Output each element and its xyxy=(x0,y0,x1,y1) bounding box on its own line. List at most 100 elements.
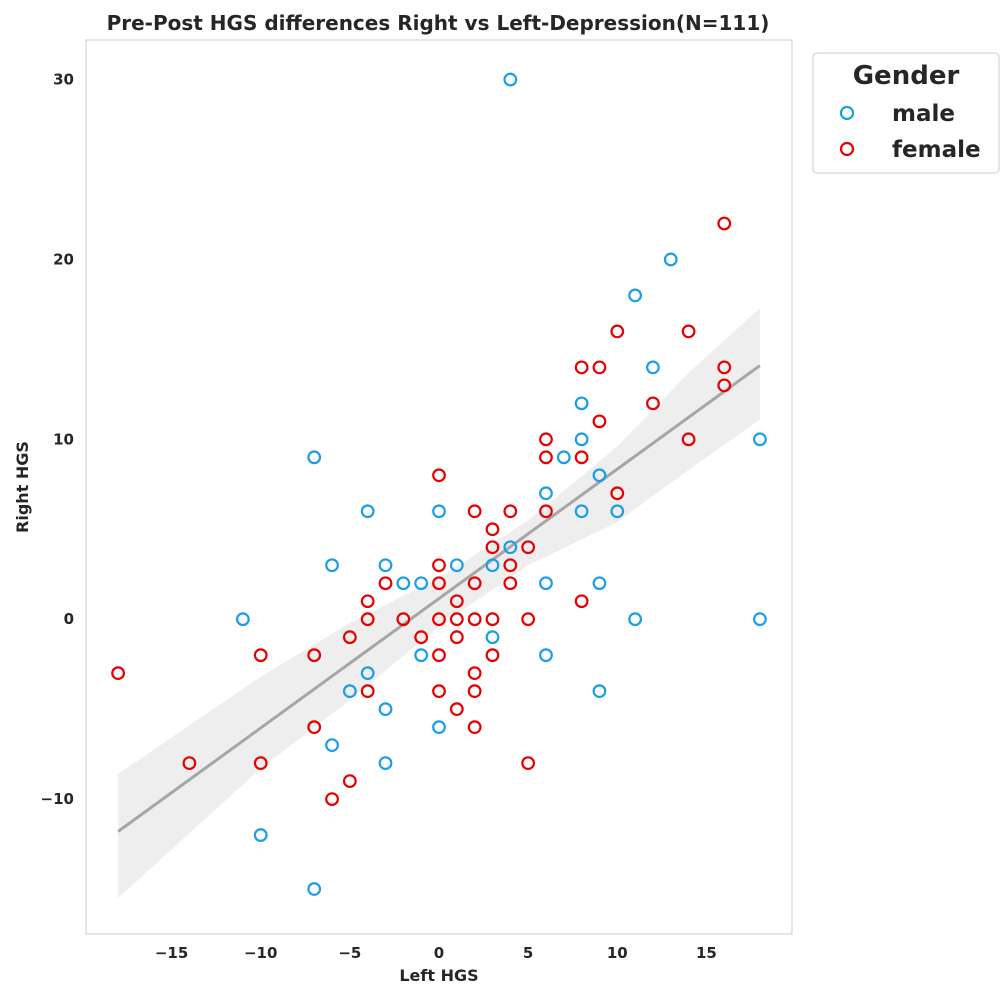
data-point-female xyxy=(717,378,732,393)
data-point-male xyxy=(574,432,589,447)
data-point-male xyxy=(485,558,500,573)
confidence-band xyxy=(118,308,760,899)
data-point-female xyxy=(610,324,625,339)
x-tick-label: −5 xyxy=(338,944,361,962)
data-point-female xyxy=(574,594,589,609)
data-point-male xyxy=(592,684,607,699)
legend-box xyxy=(812,52,1000,174)
data-point-female xyxy=(360,612,375,627)
data-point-male xyxy=(253,828,268,842)
data-point-female xyxy=(467,504,482,519)
data-point-male xyxy=(628,288,643,303)
data-point-male xyxy=(646,360,660,375)
y-tick-label: −10 xyxy=(41,790,74,808)
x-tick-label: 10 xyxy=(607,944,628,962)
data-point-male xyxy=(574,504,589,519)
data-point-female xyxy=(432,648,446,663)
legend-title: Gender xyxy=(853,61,960,91)
y-tick-label: 30 xyxy=(53,71,74,89)
data-point-male xyxy=(592,576,607,591)
data-point-female xyxy=(449,630,464,645)
y-tick-label: 20 xyxy=(53,250,74,268)
data-point-female xyxy=(467,720,482,735)
x-tick-label: −10 xyxy=(244,944,277,962)
data-point-female xyxy=(342,774,357,789)
data-point-male xyxy=(325,738,339,753)
data-point-female xyxy=(378,576,393,591)
data-point-male xyxy=(307,450,322,465)
data-point-female xyxy=(717,360,732,375)
data-point-female xyxy=(574,450,589,465)
y-tick-label: 10 xyxy=(53,430,74,448)
data-point-male xyxy=(485,630,500,645)
data-point-male xyxy=(414,576,429,591)
data-point-male xyxy=(574,396,589,411)
data-point-male xyxy=(449,558,464,573)
y-axis-label: Right HGS xyxy=(13,441,32,533)
data-point-female xyxy=(449,594,464,609)
legend: Gender male female xyxy=(812,52,1000,174)
data-point-female xyxy=(503,558,518,573)
data-point-female xyxy=(521,612,536,627)
data-point-male xyxy=(556,450,571,465)
data-point-female xyxy=(485,540,500,555)
data-point-male xyxy=(539,576,553,591)
x-tick-label: 0 xyxy=(434,944,444,962)
data-point-female xyxy=(467,666,482,681)
data-points xyxy=(111,72,767,896)
data-point-male xyxy=(503,540,518,555)
data-point-male xyxy=(360,504,375,519)
data-point-female xyxy=(325,792,339,806)
data-point-female xyxy=(539,432,553,447)
chart-title: Pre-Post HGS differences Right vs Left-D… xyxy=(107,11,770,35)
data-point-female xyxy=(396,612,411,627)
data-point-male xyxy=(235,612,250,627)
data-point-female xyxy=(449,612,464,627)
data-point-male xyxy=(396,576,411,591)
data-point-female xyxy=(253,756,268,771)
data-point-male xyxy=(378,702,393,717)
data-point-female xyxy=(342,630,357,645)
data-point-female xyxy=(414,630,429,645)
data-point-male xyxy=(539,648,553,663)
data-point-female xyxy=(503,504,518,519)
data-point-female xyxy=(574,360,589,375)
data-point-male xyxy=(503,72,518,87)
data-point-female xyxy=(307,648,322,663)
regression-line-path xyxy=(117,364,761,833)
data-point-female xyxy=(485,522,500,537)
confidence-band-area xyxy=(118,308,760,899)
data-point-male xyxy=(610,504,625,519)
data-point-female xyxy=(432,468,446,483)
legend-label-male: male xyxy=(892,101,955,127)
data-point-male xyxy=(432,504,446,519)
data-point-male xyxy=(663,252,678,267)
data-point-female xyxy=(432,558,446,573)
legend-marker-male xyxy=(839,105,855,121)
data-point-female xyxy=(485,612,500,627)
data-point-female xyxy=(360,684,375,699)
data-point-female xyxy=(646,396,660,411)
data-point-male xyxy=(414,648,429,663)
y-tick-label: 0 xyxy=(64,610,74,628)
data-point-male xyxy=(539,486,553,501)
data-point-female xyxy=(610,486,625,501)
data-point-male xyxy=(432,720,446,735)
legend-marker-female xyxy=(839,141,855,157)
y-axis-ticks: −10 0 10 20 30 xyxy=(41,71,74,809)
x-tick-label: 5 xyxy=(523,944,533,962)
data-point-female xyxy=(182,756,197,771)
legend-label-female: female xyxy=(892,137,981,163)
data-point-male xyxy=(753,432,767,447)
data-point-female xyxy=(503,576,518,591)
data-point-male xyxy=(378,558,393,573)
data-point-female xyxy=(449,702,464,717)
data-point-male xyxy=(753,612,767,627)
data-point-female xyxy=(307,720,322,735)
data-point-female xyxy=(432,576,446,591)
data-point-male xyxy=(592,468,607,483)
data-point-male xyxy=(360,666,375,681)
data-point-female xyxy=(539,450,553,465)
data-point-male xyxy=(378,756,393,771)
